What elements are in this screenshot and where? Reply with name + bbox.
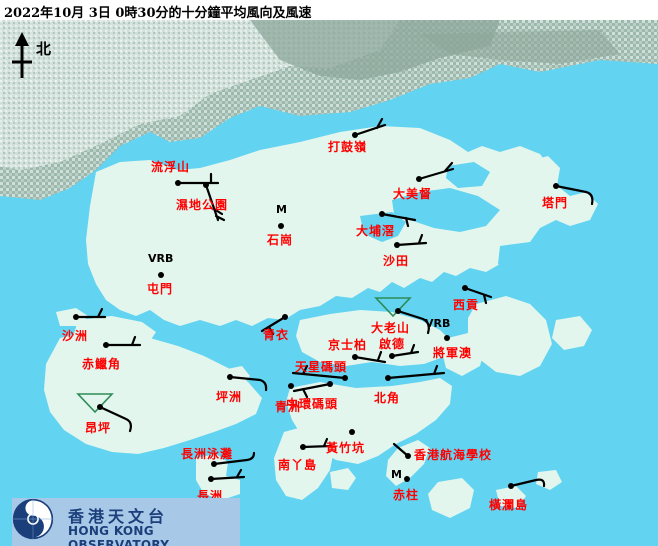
station-dot-icon bbox=[282, 314, 288, 320]
station-dot-icon bbox=[288, 383, 294, 389]
station-label: 黃竹坑 bbox=[326, 441, 366, 455]
station-label: 打鼓嶺 bbox=[328, 140, 368, 154]
title-bar: 2022年10月 3日 0時30分的十分鐘平均風向及風速 bbox=[0, 0, 658, 21]
station-label: 赤鱲角 bbox=[82, 357, 122, 371]
station-dot-icon bbox=[416, 176, 422, 182]
hko-spiral-logo-icon bbox=[12, 498, 54, 540]
station-label: 大美督 bbox=[393, 187, 433, 201]
station-dot-icon bbox=[327, 381, 333, 387]
station-dot-icon bbox=[203, 182, 209, 188]
station-label: 坪洲 bbox=[216, 390, 243, 404]
station-label: 昂坪 bbox=[85, 421, 112, 435]
station-label: 流浮山 bbox=[151, 160, 191, 174]
station-dot-icon bbox=[352, 132, 358, 138]
station-label: 長洲泳灘 bbox=[181, 447, 234, 461]
hko-logo: 香港天文台 HONG KONG OBSERVATORY bbox=[12, 498, 240, 546]
station-label: 大老山 bbox=[371, 321, 411, 335]
north-arrow-icon bbox=[12, 32, 32, 78]
station-label: 京士柏 bbox=[328, 338, 368, 352]
station-dot-icon bbox=[389, 353, 395, 359]
station-dot-icon bbox=[227, 374, 233, 380]
station-dot-icon bbox=[211, 461, 217, 467]
station-label: 青衣 bbox=[263, 328, 290, 342]
station-dot-icon bbox=[342, 375, 348, 381]
station-dot-icon bbox=[395, 308, 401, 314]
station-label: 中環碼頭 bbox=[286, 397, 339, 411]
station-label: 屯門 bbox=[147, 282, 174, 296]
map-canvas: 北 打鼓嶺流浮山濕地公園 M 石崗 VRB 屯門 大美督大埔滘沙田 塔門西貢大老山 VRB 將軍… bbox=[0, 20, 658, 546]
station-dot-icon bbox=[553, 183, 559, 189]
station-label: 赤柱 bbox=[393, 488, 420, 502]
station-variable-flag: VRB bbox=[148, 252, 174, 265]
station-label: 塔門 bbox=[542, 196, 569, 210]
station-dot-icon bbox=[73, 314, 79, 320]
station-dot-icon bbox=[379, 211, 385, 217]
station-label: 南丫島 bbox=[278, 458, 318, 472]
station-label: 香港航海學校 bbox=[414, 448, 493, 462]
logo-name-en: HONG KONG OBSERVATORY bbox=[68, 524, 170, 546]
station-dot-icon bbox=[175, 180, 181, 186]
station-label: 石崗 bbox=[267, 233, 294, 247]
station-label: 大埔滘 bbox=[356, 224, 396, 238]
station-label: 橫瀾島 bbox=[489, 498, 529, 512]
station-dot-icon bbox=[352, 354, 358, 360]
station-dot-icon bbox=[508, 483, 514, 489]
station-dot-icon bbox=[394, 242, 400, 248]
station-dot-icon bbox=[349, 429, 355, 435]
north-arrow: 北 bbox=[6, 30, 76, 86]
station-dot-icon bbox=[444, 335, 450, 341]
station-dot-icon bbox=[462, 285, 468, 291]
map-geography bbox=[0, 20, 658, 546]
north-label: 北 bbox=[36, 40, 52, 58]
station-dot-icon bbox=[158, 272, 164, 278]
station-dot-icon bbox=[385, 375, 391, 381]
station-label: 天星碼頭 bbox=[295, 360, 348, 374]
station-dot-icon bbox=[103, 342, 109, 348]
page-title: 2022年10月 3日 0時30分的十分鐘平均風向及風速 bbox=[4, 6, 312, 21]
station-label: 沙田 bbox=[383, 254, 410, 268]
station-dot-icon bbox=[97, 404, 103, 410]
station-label: 將軍澳 bbox=[433, 346, 473, 360]
station-label: 青洲 bbox=[275, 400, 302, 414]
station-variable-flag: VRB bbox=[425, 317, 451, 330]
station-variable-flag: M bbox=[276, 203, 287, 216]
station-label: 啟德 bbox=[379, 337, 406, 351]
station-dot-icon bbox=[300, 444, 306, 450]
station-dot-icon bbox=[208, 476, 214, 482]
station-dot-icon bbox=[278, 223, 284, 229]
station-dot-icon bbox=[405, 453, 411, 459]
station-variable-flag: M bbox=[391, 468, 402, 481]
station-label: 西貢 bbox=[453, 298, 480, 312]
station-label: 沙洲 bbox=[62, 329, 89, 343]
station-label: 北角 bbox=[374, 391, 401, 405]
station-dot-icon bbox=[404, 476, 410, 482]
station-label: 濕地公園 bbox=[176, 198, 229, 212]
logo-name-cn: 香港天文台 bbox=[68, 507, 169, 526]
